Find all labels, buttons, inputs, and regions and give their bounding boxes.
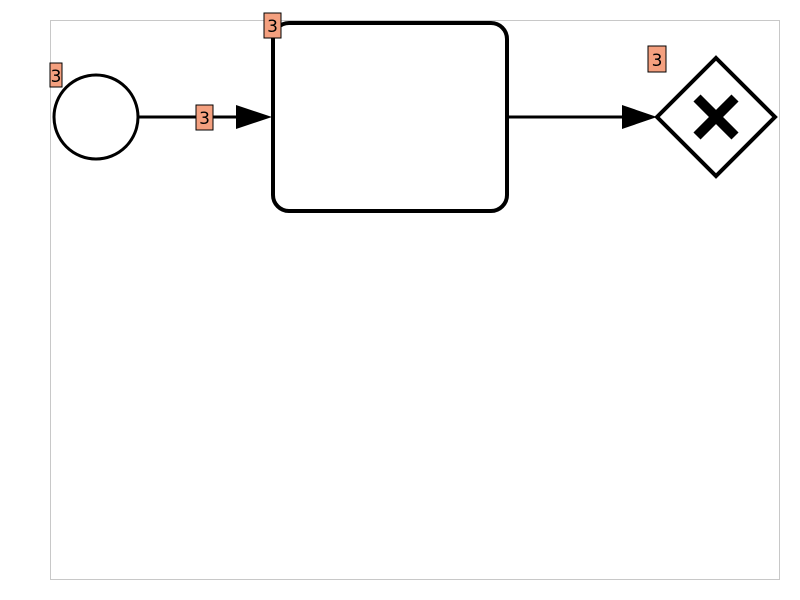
sequence-flow-start-to-task[interactable]: [138, 105, 272, 129]
badge-label: 3: [652, 51, 663, 71]
exclusive-gateway[interactable]: [654, 55, 778, 179]
badge-gateway: 3: [647, 45, 667, 73]
badge-start-event: 3: [49, 62, 63, 88]
arrowhead-icon: [236, 105, 272, 129]
badge-label: 3: [267, 17, 278, 37]
badge-flow: 3: [195, 104, 214, 131]
x-icon: [693, 94, 739, 140]
badge-task: 3: [263, 12, 282, 39]
sequence-flow-task-to-gateway[interactable]: [507, 105, 657, 129]
badge-label: 3: [199, 109, 210, 129]
badge-label: 3: [51, 67, 62, 87]
task[interactable]: [271, 21, 509, 213]
arrowhead-icon: [622, 105, 657, 129]
start-event[interactable]: [52, 73, 140, 161]
